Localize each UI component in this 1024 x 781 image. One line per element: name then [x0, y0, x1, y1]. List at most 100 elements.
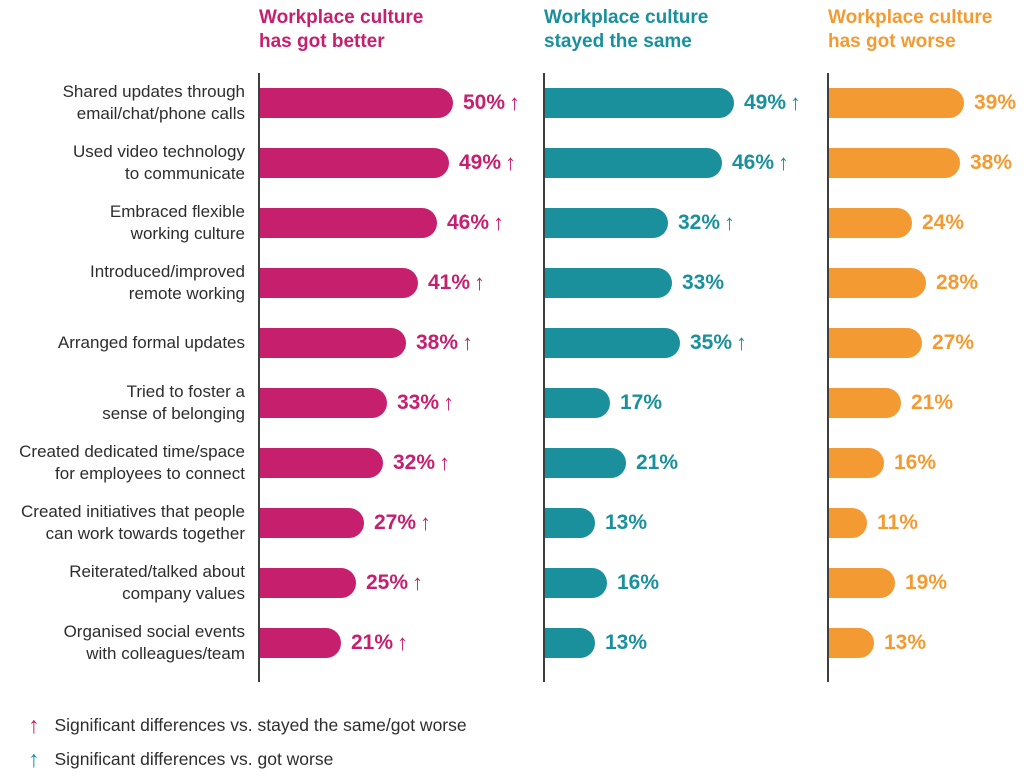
- bar: [829, 508, 867, 538]
- legend-item-magenta: ↑ Significant differences vs. stayed the…: [28, 714, 1024, 737]
- bar-value: 33%: [397, 391, 440, 414]
- panel-cell-3: 24% ↑: [827, 193, 1024, 253]
- panel-cell-2: 49% ↑: [543, 73, 827, 133]
- bar: [260, 628, 341, 658]
- bar-value: 28%: [936, 271, 979, 294]
- bar-value: 24%: [922, 211, 965, 234]
- axis-tail-2: [543, 673, 827, 682]
- panel-header-same: Workplace culture stayed the same: [544, 7, 709, 53]
- panel-cell-1: 41% ↑: [258, 253, 543, 313]
- bar-value: 25%: [366, 571, 409, 594]
- category-label: Embraced flexible working culture: [109, 201, 245, 243]
- chart-row: Tried to foster a sense of belonging 33%…: [0, 373, 1024, 433]
- bar-value: 32%: [678, 211, 721, 234]
- bar: [545, 628, 595, 658]
- panel-header-better: Workplace culture has got better: [259, 7, 424, 53]
- panel-cell-1: 32% ↑: [258, 433, 543, 493]
- category-label: Tried to foster a sense of belonging: [102, 381, 245, 423]
- bar: [829, 568, 895, 598]
- panel-cell-1: 27% ↑: [258, 493, 543, 553]
- panel-cell-2: 16% ↑: [543, 553, 827, 613]
- bar-value: 49%: [744, 91, 787, 114]
- panel-cell-3: 11% ↑: [827, 493, 1024, 553]
- significance-arrow-icon: ↑: [474, 270, 486, 295]
- bar-value: 35%: [690, 331, 733, 354]
- significance-arrow-icon: ↑: [493, 210, 505, 235]
- bar-value: 13%: [605, 631, 648, 654]
- panel-cell-1: 49% ↑: [258, 133, 543, 193]
- category-label: Created initiatives that people can work…: [21, 501, 245, 543]
- bar: [829, 328, 922, 358]
- legend: ↑ Significant differences vs. stayed the…: [28, 714, 1024, 771]
- significance-arrow-icon: ↑: [509, 90, 521, 115]
- axis-tail-3: [827, 673, 1024, 682]
- panel-cell-2: 33% ↑: [543, 253, 827, 313]
- panel-cell-2: 35% ↑: [543, 313, 827, 373]
- chart-row: Created initiatives that people can work…: [0, 493, 1024, 553]
- bar-value: 27%: [932, 331, 975, 354]
- significance-arrow-icon: ↑: [397, 630, 409, 655]
- chart-row: Used video technology to communicate 49%…: [0, 133, 1024, 193]
- bar: [545, 508, 595, 538]
- bar-value: 13%: [605, 511, 648, 534]
- bar-value: 21%: [636, 451, 679, 474]
- bar: [829, 148, 960, 178]
- bar: [260, 208, 437, 238]
- legend-label: Significant differences vs. stayed the s…: [54, 715, 467, 735]
- panel-cell-2: 21% ↑: [543, 433, 827, 493]
- bar: [545, 388, 610, 418]
- panel-cell-3: 38% ↑: [827, 133, 1024, 193]
- bar: [260, 268, 418, 298]
- significance-arrow-icon: ↑: [736, 330, 748, 355]
- bar-value: 50%: [463, 91, 506, 114]
- axis-tail-spacer: [0, 673, 258, 682]
- bar-value: 49%: [459, 151, 502, 174]
- up-arrow-icon: ↑: [28, 712, 40, 738]
- panel-cell-1: 50% ↑: [258, 73, 543, 133]
- bar: [545, 268, 672, 298]
- panel-header-worse: Workplace culture has got worse: [828, 7, 993, 53]
- panel-cell-3: 39% ↑: [827, 73, 1024, 133]
- category-label: Introduced/improved remote working: [90, 261, 245, 303]
- bar: [260, 388, 387, 418]
- bar-value: 17%: [620, 391, 663, 414]
- panel-cell-1: 33% ↑: [258, 373, 543, 433]
- panel-cell-2: 17% ↑: [543, 373, 827, 433]
- bar: [829, 88, 964, 118]
- bar: [829, 628, 874, 658]
- significance-arrow-icon: ↑: [462, 330, 474, 355]
- bar-value: 21%: [911, 391, 954, 414]
- chart-row: Arranged formal updates 38% ↑ 35% ↑ 27% …: [0, 313, 1024, 373]
- bar: [829, 388, 901, 418]
- chart-row: Introduced/improved remote working 41% ↑…: [0, 253, 1024, 313]
- panel-headers: Workplace culture has got better Workpla…: [0, 0, 1024, 73]
- bar: [545, 148, 722, 178]
- panel-cell-2: 13% ↑: [543, 493, 827, 553]
- significance-arrow-icon: ↑: [420, 510, 432, 535]
- bar: [260, 448, 383, 478]
- bar-value: 46%: [732, 151, 775, 174]
- bar: [260, 328, 406, 358]
- legend-item-teal: ↑ Significant differences vs. got worse: [28, 748, 1024, 771]
- panel-cell-2: 13% ↑: [543, 613, 827, 673]
- panel-cell-3: 19% ↑: [827, 553, 1024, 613]
- category-label: Created dedicated time/space for employe…: [19, 441, 245, 483]
- bar: [829, 448, 884, 478]
- panel-cell-3: 27% ↑: [827, 313, 1024, 373]
- significance-arrow-icon: ↑: [412, 570, 424, 595]
- panel-cell-2: 32% ↑: [543, 193, 827, 253]
- panel-cell-3: 21% ↑: [827, 373, 1024, 433]
- chart-row: Reiterated/talked about company values 2…: [0, 553, 1024, 613]
- up-arrow-icon: ↑: [28, 746, 40, 772]
- bar: [260, 508, 364, 538]
- bar-value: 46%: [447, 211, 490, 234]
- bar: [545, 328, 680, 358]
- bar-value: 39%: [974, 91, 1017, 114]
- axis-tail-1: [258, 673, 543, 682]
- bar: [829, 268, 926, 298]
- significance-arrow-icon: ↑: [505, 150, 517, 175]
- significance-arrow-icon: ↑: [443, 390, 455, 415]
- bar: [545, 88, 734, 118]
- significance-arrow-icon: ↑: [724, 210, 736, 235]
